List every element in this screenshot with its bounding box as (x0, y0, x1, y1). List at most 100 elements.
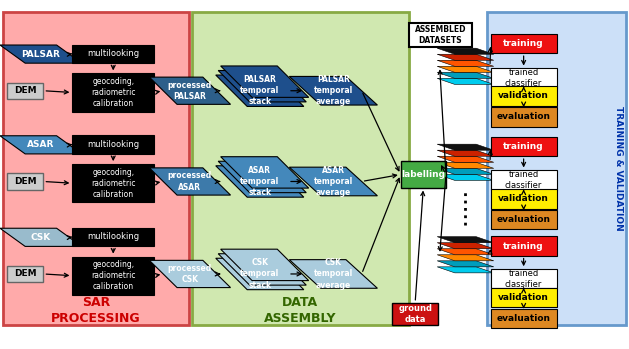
Text: processed
ASAR: processed ASAR (168, 171, 212, 192)
Text: trained
classifier: trained classifier (505, 170, 542, 190)
Text: ASAR
temporal
stack: ASAR temporal stack (240, 166, 279, 197)
Text: DATA
ASSEMBLY: DATA ASSEMBLY (264, 296, 337, 325)
Text: multilooking: multilooking (87, 49, 139, 58)
Bar (491, 288, 557, 307)
Polygon shape (437, 144, 494, 150)
Text: validation: validation (498, 293, 549, 302)
Bar (7, 173, 43, 190)
Polygon shape (221, 157, 309, 188)
Text: labelling: labelling (401, 170, 445, 179)
Bar (392, 303, 438, 325)
Polygon shape (437, 249, 494, 255)
Bar (491, 137, 557, 156)
Text: ASAR
temporal
average: ASAR temporal average (314, 166, 353, 197)
Polygon shape (437, 261, 494, 267)
Bar (491, 309, 557, 328)
Polygon shape (437, 168, 494, 174)
Polygon shape (150, 168, 231, 195)
Text: evaluation: evaluation (497, 314, 550, 323)
Bar (72, 164, 154, 202)
Bar (491, 87, 557, 105)
Polygon shape (0, 136, 82, 154)
Polygon shape (437, 156, 494, 162)
Text: training: training (503, 39, 544, 48)
Polygon shape (289, 260, 377, 288)
Bar (491, 107, 557, 126)
Text: evaluation: evaluation (497, 215, 550, 224)
Polygon shape (150, 260, 231, 288)
Polygon shape (437, 243, 494, 249)
Polygon shape (437, 150, 494, 156)
Polygon shape (221, 66, 309, 97)
Polygon shape (221, 249, 309, 281)
Text: ASSEMBLED
DATASETS: ASSEMBLED DATASETS (415, 25, 466, 45)
Polygon shape (0, 228, 82, 246)
Bar (487, 12, 626, 325)
Bar (491, 189, 557, 209)
Text: processed
CSK: processed CSK (168, 264, 212, 284)
Bar (7, 83, 43, 99)
Text: DEM: DEM (14, 269, 36, 279)
Text: ASAR: ASAR (27, 140, 55, 149)
Text: PALSAR: PALSAR (21, 50, 60, 59)
Text: multilooking: multilooking (87, 232, 139, 242)
Polygon shape (437, 48, 494, 54)
Polygon shape (437, 162, 494, 168)
Bar (491, 237, 557, 255)
Polygon shape (437, 79, 494, 84)
Text: evaluation: evaluation (497, 112, 550, 121)
Bar (491, 269, 557, 288)
Bar (409, 23, 472, 47)
Polygon shape (437, 60, 494, 66)
Polygon shape (216, 258, 304, 290)
Bar (491, 170, 557, 190)
Polygon shape (289, 76, 377, 105)
Polygon shape (437, 66, 494, 72)
Text: DEM: DEM (14, 86, 36, 95)
Bar (7, 266, 43, 282)
Bar (491, 210, 557, 230)
Text: trained
classifier: trained classifier (505, 269, 542, 289)
Bar (72, 228, 154, 246)
Text: geocoding,
radiometric
calibration: geocoding, radiometric calibration (91, 168, 135, 199)
Text: ground
data: ground data (398, 304, 432, 324)
Bar (72, 257, 154, 295)
Polygon shape (218, 254, 306, 285)
Text: PALSAR
temporal
stack: PALSAR temporal stack (240, 75, 279, 106)
Polygon shape (0, 45, 82, 63)
Bar (3, 12, 189, 325)
Text: geocoding,
radiometric
calibration: geocoding, radiometric calibration (91, 77, 135, 108)
Text: SAR
PROCESSING: SAR PROCESSING (51, 296, 141, 325)
Text: PALSAR
temporal
average: PALSAR temporal average (314, 75, 353, 106)
Text: CSK
temporal
average: CSK temporal average (314, 258, 353, 290)
Bar (72, 73, 154, 112)
Text: trained
classifier: trained classifier (505, 68, 542, 88)
Polygon shape (216, 75, 304, 106)
Polygon shape (289, 167, 377, 196)
Polygon shape (437, 267, 494, 273)
Text: multilooking: multilooking (87, 140, 139, 149)
Text: training: training (503, 242, 544, 251)
Text: training: training (503, 142, 544, 151)
Text: processed
PALSAR: processed PALSAR (168, 81, 212, 101)
Text: CSK
temporal
stack: CSK temporal stack (240, 258, 279, 290)
Polygon shape (437, 174, 494, 180)
Polygon shape (216, 166, 304, 197)
Polygon shape (218, 161, 306, 193)
Bar (491, 68, 557, 88)
Text: TRAINING & VALIDATION: TRAINING & VALIDATION (614, 106, 623, 231)
Polygon shape (218, 70, 306, 102)
Polygon shape (437, 54, 494, 60)
Polygon shape (437, 255, 494, 261)
Bar (491, 34, 557, 53)
Bar (401, 162, 446, 188)
Text: CSK: CSK (31, 233, 51, 242)
Polygon shape (150, 77, 231, 104)
Bar (72, 135, 154, 154)
Text: DEM: DEM (14, 177, 36, 186)
Polygon shape (437, 237, 494, 243)
Text: validation: validation (498, 194, 549, 203)
Text: geocoding,
radiometric
calibration: geocoding, radiometric calibration (91, 260, 135, 291)
Bar (192, 12, 409, 325)
Text: validation: validation (498, 91, 549, 101)
